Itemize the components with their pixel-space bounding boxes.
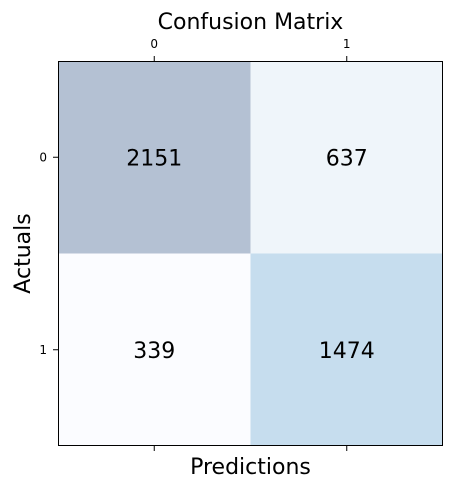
x-tick-label-1: 1 (343, 37, 351, 51)
y-tick-label-1: 1 (39, 343, 47, 357)
x-tick-label-0: 0 (150, 37, 158, 51)
matrix-cell-1-1 (250, 253, 443, 446)
cell-value-1-1: 1474 (319, 339, 375, 364)
cells-layer: 2151 637 339 1474 (58, 61, 443, 446)
cell-value-0-0: 2151 (126, 146, 182, 171)
ticks-layer: 0 1 0 1 (39, 37, 351, 451)
plot-frame (58, 61, 443, 446)
x-axis-label: Predictions (190, 455, 311, 480)
matrix-cell-0-1 (250, 61, 443, 254)
chart-title: Confusion Matrix (158, 10, 344, 35)
y-tick-label-0: 0 (39, 150, 47, 164)
matrix-cell-1-0 (58, 253, 251, 446)
cell-value-1-0: 339 (133, 339, 175, 364)
cell-value-0-1: 637 (326, 146, 368, 171)
y-axis-label: Actuals (11, 213, 36, 293)
matrix-cell-0-0 (58, 61, 251, 254)
